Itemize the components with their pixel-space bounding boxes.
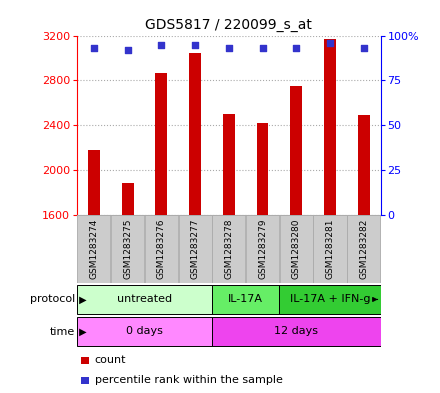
Bar [111,215,144,283]
Text: 12 days: 12 days [274,326,318,336]
Point [158,42,165,48]
Text: percentile rank within the sample: percentile rank within the sample [95,375,282,386]
Text: GSM1283280: GSM1283280 [292,219,301,279]
Bar [77,317,212,346]
Text: time: time [50,327,75,337]
Text: IL-17A + IFN-g: IL-17A + IFN-g [290,294,370,304]
Point [259,45,266,51]
Text: GSM1283274: GSM1283274 [89,219,99,279]
Text: 0 days: 0 days [126,326,163,336]
Point [326,40,334,46]
Text: count: count [95,355,126,365]
Bar [212,317,381,346]
Bar [155,73,167,215]
Bar [324,39,336,215]
Title: GDS5817 / 220099_s_at: GDS5817 / 220099_s_at [145,18,312,32]
Point [360,45,367,51]
Text: GSM1283278: GSM1283278 [224,219,233,279]
Text: GSM1283277: GSM1283277 [191,219,200,279]
Bar [77,285,212,314]
Bar [223,114,235,215]
Bar [246,215,279,283]
Bar [279,285,381,314]
Text: protocol: protocol [29,294,75,305]
Text: GSM1283276: GSM1283276 [157,219,166,279]
Point [90,45,97,51]
Bar [257,123,268,215]
Bar [145,215,178,283]
Bar [290,86,302,215]
Text: GSM1283281: GSM1283281 [326,219,334,279]
Text: GSM1283279: GSM1283279 [258,219,267,279]
Bar [347,215,380,283]
Bar [189,53,201,215]
Text: GSM1283282: GSM1283282 [359,219,368,279]
Point [225,45,232,51]
Point [293,45,300,51]
Bar [88,150,100,215]
Text: IL-17A: IL-17A [228,294,263,304]
Text: untreated: untreated [117,294,172,304]
Bar [179,215,212,283]
Bar [280,215,313,283]
Bar [77,215,110,283]
Bar [358,115,370,215]
Bar [122,183,133,215]
Point [124,47,131,53]
Bar [313,215,347,283]
Text: ▶: ▶ [76,294,86,305]
Bar [212,285,279,314]
Point [191,42,198,48]
Bar [212,215,246,283]
Text: ▶: ▶ [76,327,86,337]
Text: GSM1283275: GSM1283275 [123,219,132,279]
